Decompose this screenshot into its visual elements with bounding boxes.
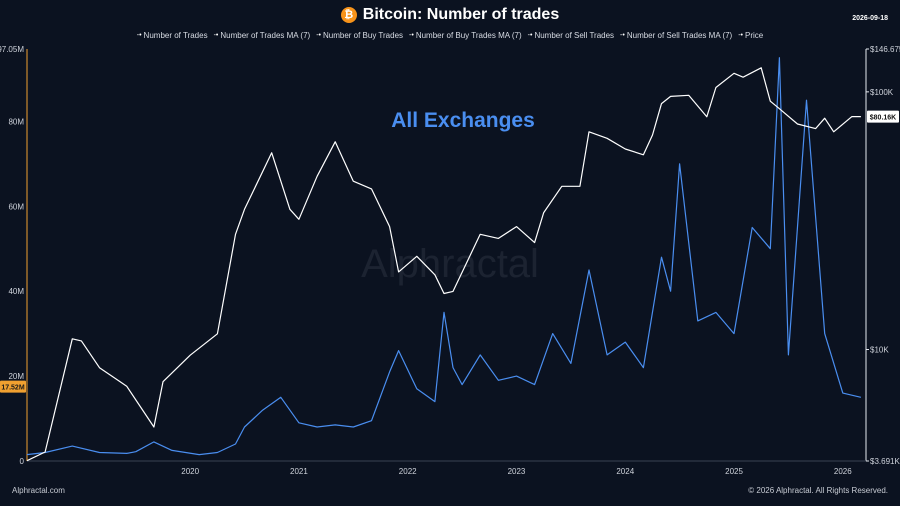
x-axis-tick: 2024 <box>616 467 634 476</box>
left-axis-tick: 20M <box>8 372 24 381</box>
left-axis-tick: 60M <box>8 202 24 211</box>
footer-copyright: © 2026 Alphractal. All Rights Reserved. <box>748 486 888 495</box>
left-axis-tick: 0 <box>20 457 25 466</box>
legend-marker-icon: -• <box>316 32 321 39</box>
left-value-badge <box>0 380 26 393</box>
trades-series-line <box>26 57 862 456</box>
legend-label: Number of Sell Trades <box>534 31 615 40</box>
legend-item[interactable]: -• Price <box>738 31 763 40</box>
annotation-label: All Exchanges <box>391 109 535 132</box>
legend-item[interactable]: -• Number of Trades MA (7) <box>214 31 311 40</box>
legend-marker-icon: -• <box>738 32 744 39</box>
chart-header: ₿ Bitcoin: Number of trades <box>0 6 900 24</box>
legend-item[interactable]: -• Number of Buy Trades <box>316 31 403 40</box>
legend-label: Price <box>745 31 764 40</box>
legend-item[interactable]: -• Number of Sell Trades <box>528 31 614 40</box>
x-axis-tick: 2023 <box>508 467 526 476</box>
left-value-badge-text: 17.52M <box>1 385 25 392</box>
right-value-badge <box>867 110 899 123</box>
legend-marker-icon: -• <box>620 32 625 39</box>
legend-marker-icon: -• <box>409 32 414 39</box>
right-value-badge-text: $80.16K <box>870 115 896 122</box>
right-axis-tick: $10K <box>870 345 889 354</box>
legend-marker-icon: -• <box>527 32 533 39</box>
chart-legend: -• Number of Trades -• Number of Trades MA … <box>0 31 900 40</box>
right-axis-tick: $146.675K <box>870 45 900 54</box>
x-axis-tick: 2020 <box>181 467 199 476</box>
price-series-line <box>26 67 861 462</box>
watermark: Alphractal <box>361 242 539 286</box>
right-axis-tick: $3.691K <box>870 457 900 466</box>
left-axis-tick: 97.05M <box>0 45 24 54</box>
legend-item[interactable]: -• Number of Sell Trades MA (7) <box>620 31 732 40</box>
x-axis-tick: 2025 <box>725 467 743 476</box>
chart-title: Bitcoin: Number of trades <box>362 6 560 23</box>
right-axis-tick: $100K <box>870 88 894 97</box>
legend-label: Number of Trades MA (7) <box>220 31 311 40</box>
legend-item[interactable]: -• Number of Trades <box>137 31 208 40</box>
bitcoin-icon: ₿ <box>340 7 357 23</box>
date-stamp: 2026-09-18 <box>852 15 888 22</box>
legend-marker-icon: -• <box>136 32 142 39</box>
legend-label: Number of Trades <box>143 31 208 40</box>
left-axis-tick: 40M <box>8 287 24 296</box>
left-axis-tick: 80M <box>8 117 24 126</box>
legend-label: Number of Buy Trades MA (7) <box>415 31 522 40</box>
x-axis-tick: 2022 <box>399 467 417 476</box>
x-axis-tick: 2021 <box>290 467 308 476</box>
legend-marker-icon: -• <box>213 32 219 39</box>
x-axis-tick: 2026 <box>834 467 852 476</box>
legend-label: Number of Buy Trades <box>322 31 404 40</box>
legend-label: Number of Sell Trades MA (7) <box>626 31 733 40</box>
legend-item[interactable]: -• Number of Buy Trades MA (7) <box>409 31 522 40</box>
footer-site: Alphractal.com <box>12 486 65 495</box>
